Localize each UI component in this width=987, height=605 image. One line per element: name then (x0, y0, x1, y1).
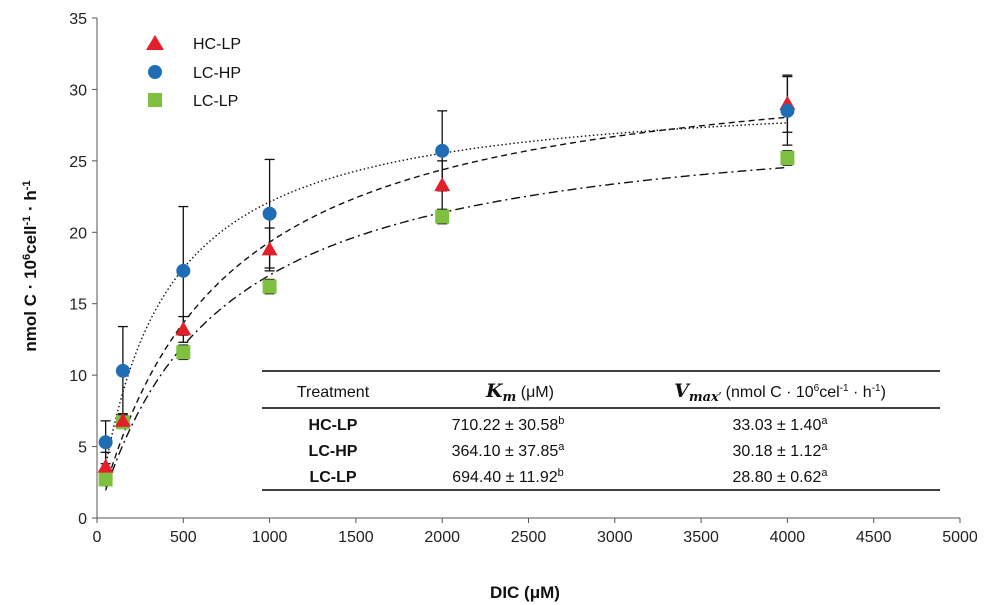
fit-curve-lc-lp (104, 166, 788, 491)
x-tick-label: 4500 (856, 529, 892, 546)
legend: HC-LP LC-HP LC-LP (146, 35, 241, 110)
y-tick-label: 10 (69, 368, 87, 385)
data-point-lc-hp (115, 363, 130, 378)
x-tick-label: 1000 (252, 529, 288, 546)
table-row-vmax: 33.03 ± 1.40a (733, 415, 829, 434)
data-point-hc-lp (434, 177, 451, 192)
axes: 0 500 1000 1500 2000 2500 3000 3500 4000 4500 5000… (69, 11, 978, 546)
legend-label-lc-lp: LC-LP (193, 93, 238, 110)
data-point-lc-lp (262, 279, 277, 294)
data-point-lc-lp (176, 345, 191, 360)
legend-marker-lc-lp (148, 93, 162, 107)
y-tick-label: 25 (69, 154, 87, 171)
y-tick-label: 35 (69, 11, 87, 28)
legend-marker-hc-lp (146, 35, 164, 50)
y-tick-label: 30 (69, 82, 87, 99)
table-row-vmax: 28.80 ± 0.62a (733, 467, 829, 486)
table-row-treatment: LC-LP (309, 469, 356, 486)
legend-marker-lc-hp (148, 65, 162, 79)
data-point-hc-lp (175, 321, 192, 336)
y-tick-label: 5 (78, 440, 87, 457)
table-row-km: 710.22 ± 30.58b (452, 415, 565, 434)
x-axis-title: DIC (μM) (490, 583, 560, 602)
table-background (262, 368, 940, 492)
data-point-lc-hp (780, 103, 795, 118)
x-tick-label: 0 (93, 529, 102, 546)
legend-label-lc-hp: LC-HP (193, 65, 241, 82)
data-point-hc-lp (114, 412, 131, 427)
y-tick-label: 20 (69, 225, 87, 242)
data-point-lc-hp (262, 206, 277, 221)
data-point-hc-lp (97, 458, 114, 473)
data-point-lc-hp (176, 263, 191, 278)
table-row-treatment: LC-HP (309, 443, 358, 460)
table-header-treatment: Treatment (297, 384, 370, 401)
x-tick-label: 2500 (511, 529, 547, 546)
table-header-km: Km (μM) (485, 380, 554, 405)
x-tick-label: 3500 (683, 529, 719, 546)
x-tick-label: 4000 (770, 529, 806, 546)
x-tick-label: 5000 (942, 529, 978, 546)
data-point-lc-hp (98, 435, 113, 450)
x-tick-label: 1500 (338, 529, 374, 546)
x-tick-label: 500 (170, 529, 197, 546)
legend-label-hc-lp: HC-LP (193, 36, 241, 53)
x-tick-label: 2000 (424, 529, 460, 546)
x-tick-label: 3000 (597, 529, 633, 546)
table-row-km: 694.40 ± 11.92b (452, 467, 564, 486)
table-header-vmax: Vmax′ (nmol C · 106cel-1 · h-1) (674, 380, 886, 405)
y-axis-title: nmol C · 106cell-1 · h-1 (21, 180, 40, 351)
data-markers (97, 95, 796, 487)
data-point-lc-lp (780, 151, 795, 165)
table-row-vmax: 30.18 ± 1.12a (733, 441, 829, 460)
data-point-lc-lp (435, 209, 450, 224)
y-tick-label: 15 (69, 297, 87, 314)
kinetic-parameters-table: Treatment Km (μM) Vmax′ (nmol C · 106cel… (262, 368, 940, 492)
data-point-lc-hp (435, 143, 450, 158)
y-tick-label: 0 (78, 511, 87, 528)
data-point-lc-lp (98, 472, 113, 487)
data-point-hc-lp (261, 241, 278, 256)
table-row-treatment: HC-LP (309, 417, 358, 434)
table-row-km: 364.10 ± 37.85a (452, 441, 566, 460)
